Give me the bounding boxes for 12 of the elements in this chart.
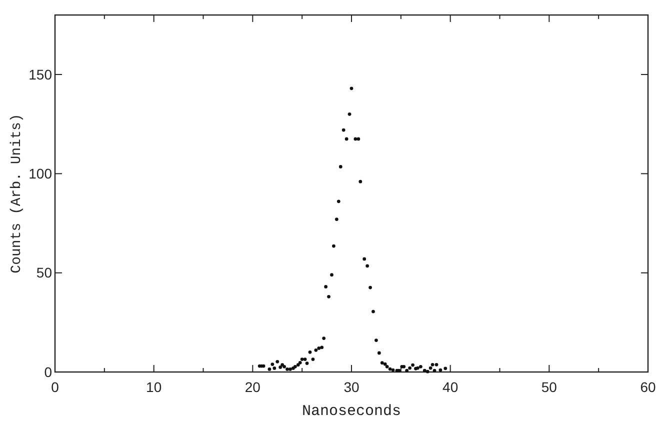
y-tick-label: 50 xyxy=(36,264,52,281)
x-tick-label: 40 xyxy=(442,379,458,395)
x-tick-label: 50 xyxy=(541,379,558,395)
y-tick-label: 150 xyxy=(28,66,52,82)
x-axis-title: Nanoseconds xyxy=(302,403,402,420)
y-tick-label: 100 xyxy=(28,166,52,182)
x-tick-label: 30 xyxy=(344,379,360,395)
x-tick-label: 10 xyxy=(146,379,162,395)
x-tick-label: 20 xyxy=(244,379,261,395)
y-tick-label: 0 xyxy=(44,364,52,380)
x-tick-label: 60 xyxy=(640,379,656,395)
y-axis-title: Counts (Arb. Units) xyxy=(9,114,25,274)
